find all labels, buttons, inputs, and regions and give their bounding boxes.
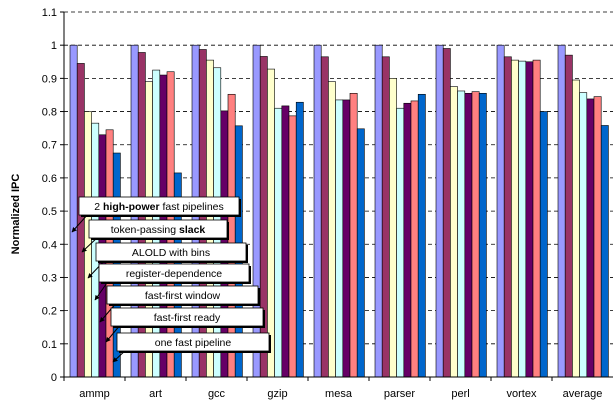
bar xyxy=(586,98,595,378)
bar xyxy=(525,61,534,378)
bar xyxy=(557,44,566,378)
y-axis-title: Normalized IPC xyxy=(10,174,22,255)
bar xyxy=(381,56,390,378)
bar xyxy=(478,92,487,378)
bar xyxy=(471,91,480,378)
y-tick-label: 1 xyxy=(51,40,57,52)
bar xyxy=(442,48,451,378)
y-tick-label: 0.2 xyxy=(42,306,57,318)
bar xyxy=(69,44,78,378)
x-tick-label: perl xyxy=(451,388,469,400)
bar xyxy=(532,59,541,378)
bar xyxy=(342,99,351,378)
legend-box xyxy=(110,307,264,327)
legend-entry: fast-first ready xyxy=(154,312,221,324)
bar xyxy=(410,100,419,378)
x-tick-label: vortex xyxy=(507,388,537,400)
axes: 0 0.1 0.2 0.3 0.4 0.5 0.6 0.7 0.8 0.9 1 1.1 ammp art g… xyxy=(42,7,613,400)
legend-entry: one fast pipeline xyxy=(155,337,232,349)
bar xyxy=(503,56,512,378)
bar xyxy=(457,90,466,378)
legend-entry: register-dependence xyxy=(126,268,222,280)
bar xyxy=(572,79,580,378)
bar xyxy=(274,107,283,378)
bar xyxy=(335,99,344,378)
legend-entry: token-passing slack xyxy=(111,224,206,236)
bar xyxy=(76,63,85,378)
y-tick-label: 0.4 xyxy=(42,239,57,251)
bar xyxy=(356,128,365,378)
legend-box xyxy=(98,263,250,283)
bar xyxy=(539,111,548,378)
bar xyxy=(417,93,426,378)
bar xyxy=(313,44,322,378)
legend-entry: 2 high-power fast pipelines xyxy=(94,201,224,213)
x-tick-label: gzip xyxy=(267,388,287,400)
x-tick-label: parser xyxy=(384,388,416,400)
y-tick-label: 0 xyxy=(51,372,57,384)
bar xyxy=(267,68,275,378)
bar xyxy=(281,105,290,378)
bar xyxy=(435,44,444,378)
bar xyxy=(320,56,329,378)
y-tick-label: 0.6 xyxy=(42,173,57,185)
y-tick-label: 0.7 xyxy=(42,140,57,152)
bar xyxy=(328,81,336,378)
y-tick-label: 0.1 xyxy=(42,339,57,351)
legend-entry: ALOLD with bins xyxy=(132,247,210,259)
bar xyxy=(396,107,405,378)
x-tick-label: gcc xyxy=(208,388,226,400)
bar xyxy=(518,60,527,378)
bar xyxy=(593,96,602,378)
bar xyxy=(295,101,304,378)
x-tick-label: mesa xyxy=(325,388,353,400)
legend: 2 high-power fast pipelines token-passing… xyxy=(71,196,271,363)
bar xyxy=(288,115,297,378)
bar xyxy=(450,86,458,378)
legend-box xyxy=(106,285,259,305)
y-tick-label: 0.8 xyxy=(42,107,57,119)
bar xyxy=(389,78,397,378)
bar xyxy=(403,102,412,378)
bar xyxy=(564,54,573,378)
x-tick-label: average xyxy=(563,388,603,400)
bar xyxy=(206,59,214,378)
bar xyxy=(349,92,358,378)
legend-entry: fast-first window xyxy=(145,290,221,302)
y-tick-label: 1.1 xyxy=(42,7,57,19)
bar xyxy=(464,92,473,378)
bar xyxy=(374,44,383,378)
x-tick-label: ammp xyxy=(79,388,110,400)
legend-box xyxy=(95,242,247,262)
legend-box xyxy=(88,219,228,239)
y-tick-label: 0.3 xyxy=(42,272,57,284)
bar xyxy=(511,59,519,378)
bar xyxy=(496,44,505,378)
legend-box xyxy=(116,332,270,352)
bar xyxy=(600,125,609,378)
bar xyxy=(259,56,268,378)
bar xyxy=(579,92,588,378)
legend-box xyxy=(78,196,240,216)
y-tick-label: 0.5 xyxy=(42,206,57,218)
x-tick-label: art xyxy=(149,388,162,400)
y-tick-label: 0.9 xyxy=(42,73,57,85)
